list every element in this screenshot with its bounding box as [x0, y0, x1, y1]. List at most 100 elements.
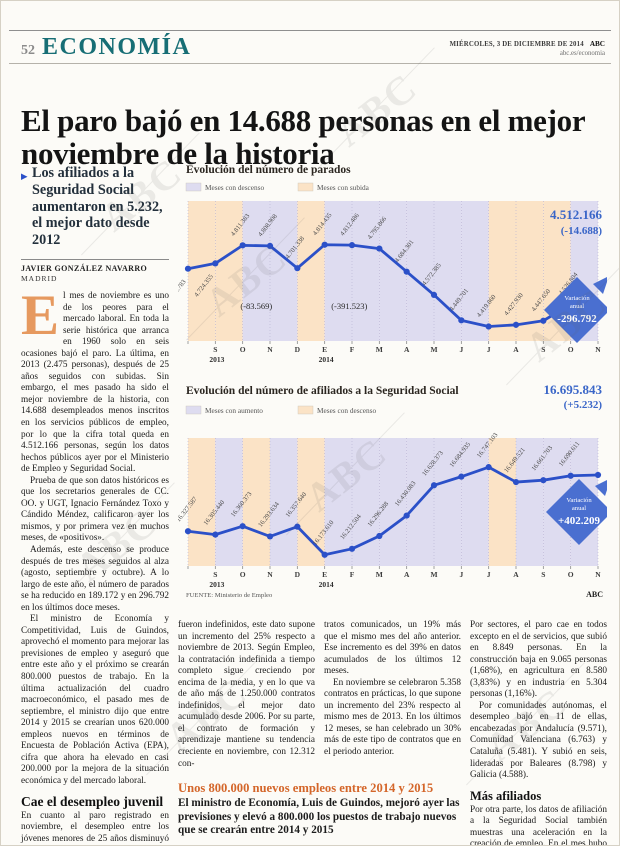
parados-chart: (-83.569) (-391.523) 4.698.783 4.724.355 4.8… — [166, 161, 610, 378]
svg-text:S: S — [541, 570, 545, 579]
svg-text:(-83.569): (-83.569) — [240, 301, 272, 311]
byline: JAVIER GONZÁLEZ NAVARRO MADRID — [21, 258, 169, 283]
paragraph: Por comunidades autónomas, el desempleo … — [470, 700, 607, 781]
svg-text:4.512.166: 4.512.166 — [550, 207, 603, 222]
byline-location: MADRID — [21, 273, 58, 283]
svg-text:anual: anual — [572, 505, 586, 512]
page-header: 52 ECONOMÍA MIÉRCOLES, 3 DE DICIEMBRE DE… — [21, 34, 605, 61]
website-url: abc.es/economia — [559, 50, 605, 57]
svg-text:2014: 2014 — [319, 580, 334, 589]
section-title: ECONOMÍA — [42, 34, 192, 60]
svg-text:J: J — [487, 345, 491, 354]
left-column: ▶ Los afiliados a la Seguridad Social au… — [21, 161, 169, 845]
svg-text:4.698.783: 4.698.783 — [178, 278, 188, 304]
paragraph: tratos comunicados, un 19% más que el mi… — [324, 620, 461, 677]
svg-text:F: F — [350, 570, 355, 579]
paragraph: Por otra parte, los datos de afiliación … — [470, 804, 607, 846]
svg-text:D: D — [295, 570, 301, 579]
paragraph: En noviembre se celebraron 5.358 contrat… — [324, 677, 461, 758]
svg-text:Variación: Variación — [564, 295, 590, 302]
svg-text:A: A — [513, 570, 519, 579]
svg-text:E: E — [322, 345, 327, 354]
x-axis: S O N D E F M A M J J A S O N 2013 2014 — [209, 345, 601, 364]
x-axis: S O N D E F M A M J J A S O N 2013 2014 — [209, 570, 601, 589]
header-rule — [9, 63, 611, 64]
svg-text:A: A — [404, 570, 410, 579]
bottom-left-wrap: fueron indefinidos, este dato supone un … — [178, 612, 461, 845]
paragraph: El ministro de Economía y Competitividad… — [21, 614, 169, 786]
chart-title: Evolución del número de parados — [186, 164, 351, 176]
section-kicker: 52 ECONOMÍA — [21, 34, 191, 61]
lead-paragraph: ▶ Los afiliados a la Seguridad Social au… — [21, 165, 169, 249]
summary-text: El ministro de Economía, Luis de Guindos… — [178, 797, 460, 837]
chart-credit: ABC — [586, 590, 603, 599]
svg-text:16.695.843: 16.695.843 — [544, 382, 603, 397]
bullet-triangle-icon: ▶ — [21, 171, 28, 181]
svg-text:Meses con subida: Meses con subida — [317, 183, 370, 192]
svg-text:+402.209: +402.209 — [558, 515, 601, 527]
svg-text:S: S — [541, 345, 545, 354]
byline-author: JAVIER GONZÁLEZ NAVARRO — [21, 263, 148, 273]
svg-text:-296.792: -296.792 — [557, 313, 597, 325]
svg-text:O: O — [568, 570, 574, 579]
annotations: (-83.569) (-391.523) — [240, 301, 367, 311]
svg-text:F: F — [350, 345, 355, 354]
svg-text:E: E — [322, 570, 327, 579]
chart-source: FUENTE: Ministerio de Empleo — [186, 592, 273, 599]
paragraph: fueron indefinidos, este dato supone un … — [178, 620, 315, 769]
dropcap: E — [21, 283, 60, 347]
afiliados-chart-svg: 16.327.587 16.305.440 16.360.373 16.293.634… — [175, 382, 612, 599]
svg-text:N: N — [595, 570, 601, 579]
svg-text:O: O — [568, 345, 574, 354]
svg-text:A: A — [513, 345, 519, 354]
subhead-mas-afiliados: Más afiliados — [470, 788, 542, 803]
svg-text:(-14.688): (-14.688) — [561, 225, 603, 237]
page-number: 52 — [21, 43, 35, 58]
svg-text:S: S — [213, 570, 217, 579]
paragraph: En cuanto al paro registrado en noviembr… — [21, 810, 169, 844]
svg-text:M: M — [430, 570, 437, 579]
svg-text:Meses con aumento: Meses con aumento — [205, 406, 263, 415]
svg-text:Variación: Variación — [566, 497, 592, 504]
parados-chart-svg: (-83.569) (-391.523)4.698.783 4.724.3554.8… — [166, 164, 610, 364]
chart-title: Evolución del número de afiliados a la S… — [186, 385, 459, 397]
latest-value-label: 16.695.843 (+5.232) — [544, 382, 603, 411]
month-bands — [188, 201, 598, 341]
svg-text:(+5.232): (+5.232) — [564, 399, 603, 411]
svg-text:A: A — [404, 345, 410, 354]
paragraph: Prueba de que son datos históricos es qu… — [21, 475, 169, 544]
paragraph: Además, este descenso se produce después… — [21, 545, 169, 613]
dateline: MIÉRCOLES, 3 DE DICIEMBRE DE 2014 — [449, 41, 584, 48]
svg-text:(-391.523): (-391.523) — [331, 301, 367, 311]
chart-legend: Meses con descenso Meses con subida — [185, 182, 370, 192]
svg-text:J: J — [459, 345, 463, 354]
svg-text:D: D — [295, 345, 301, 354]
column-3-text: tratos comunicados, un 19% más que el mi… — [324, 620, 461, 770]
svg-text:J: J — [459, 570, 463, 579]
headline: El paro bajó en 14.688 personas en el me… — [21, 102, 585, 171]
svg-text:N: N — [267, 570, 273, 579]
svg-text:2014: 2014 — [319, 355, 334, 364]
svg-text:M: M — [376, 345, 383, 354]
svg-text:O: O — [240, 570, 246, 579]
right-area: (-83.569) (-391.523) 4.698.783 4.724.355 4.8… — [166, 161, 612, 846]
svg-text:M: M — [376, 570, 383, 579]
article-body: ▶ Los afiliados a la Seguridad Social au… — [21, 161, 612, 846]
paragraph: Por sectores, el paro cae en todos excep… — [470, 620, 607, 700]
chart-legend: Meses con aumento Meses con descenso — [185, 405, 377, 415]
svg-text:Meses con descenso: Meses con descenso — [205, 183, 265, 192]
column-4-text: Por sectores, el paro cae en todos excep… — [470, 620, 607, 846]
column-2-text: fueron indefinidos, este dato supone un … — [178, 620, 315, 770]
top-rule — [9, 30, 611, 31]
bottom-columns: fueron indefinidos, este dato supone un … — [178, 612, 607, 846]
svg-text:J: J — [487, 570, 491, 579]
latest-value-label: 4.512.166 (-14.688) — [550, 207, 603, 237]
svg-text:anual: anual — [570, 303, 584, 310]
lead-text: Los afiliados a la Seguridad Social aume… — [32, 165, 163, 249]
svg-text:O: O — [240, 345, 246, 354]
svg-text:2013: 2013 — [209, 355, 224, 364]
